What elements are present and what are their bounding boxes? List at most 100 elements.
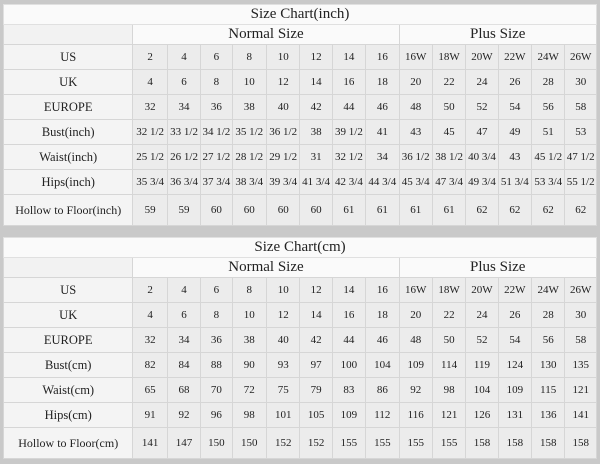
table-row: UK 4 6 8 10 12 14 16 18 20 22 24 26 28 30	[2, 69, 597, 95]
table-cell: 58	[564, 94, 597, 120]
table-cell: 116	[398, 402, 433, 428]
table-cell: 158	[531, 427, 566, 459]
blank-cell	[2, 24, 134, 45]
table-cell: 109	[497, 377, 533, 403]
table-cell: 49	[497, 119, 533, 145]
table-cell: 28	[531, 302, 566, 328]
table-cell: 22W	[497, 44, 533, 70]
table-cell: 36 1/2	[398, 144, 433, 170]
row-label: Hips(inch)	[2, 169, 134, 195]
table-cell: 61	[398, 194, 433, 226]
table-cell: 8	[200, 302, 233, 328]
table-cell: 130	[531, 352, 566, 378]
table-cell: 86	[365, 377, 400, 403]
table-cell: 88	[200, 352, 233, 378]
section-row: Normal Size Plus Size	[2, 257, 598, 278]
table-cell: 14	[331, 44, 367, 70]
table-cell: 16W	[398, 44, 433, 70]
table-cell: 112	[365, 402, 400, 428]
row-label: Bust(cm)	[2, 352, 134, 378]
table-cell: 12	[299, 44, 333, 70]
table-cell: 82	[132, 352, 168, 378]
table-cell: 98	[231, 402, 268, 428]
table-cell: 147	[166, 427, 202, 459]
table-cell: 16W	[398, 277, 433, 303]
table-cell: 4	[166, 277, 202, 303]
table-cell: 93	[265, 352, 301, 378]
table-cell: 62	[465, 194, 499, 226]
table-cell: 155	[431, 427, 467, 459]
table-cell: 109	[398, 352, 433, 378]
table-cell: 27 1/2	[200, 144, 233, 170]
table-cell: 47	[465, 119, 499, 145]
table-cell: 32	[132, 94, 168, 120]
table-cell: 150	[200, 427, 233, 459]
table-row: EUROPE 32 34 36 38 40 42 44 46 48 50 52 54 56 58	[2, 327, 597, 353]
table-cell: 150	[231, 427, 268, 459]
table-cell: 36	[200, 94, 233, 120]
table-cell: 34 1/2	[200, 119, 233, 145]
table-cell: 16	[331, 302, 367, 328]
table-cell: 59	[166, 194, 202, 226]
table-cell: 28	[531, 69, 566, 95]
size-chart-inch: Size Chart(inch) Normal Size Plus Size US 2 4…	[2, 4, 598, 226]
table-cell: 4	[132, 302, 168, 328]
table-cell: 46	[365, 327, 400, 353]
table-cell: 158	[497, 427, 533, 459]
table-cell: 36 1/2	[265, 119, 301, 145]
table-row: EUROPE 32 34 36 38 40 42 44 46 48 50 52 54 56 58	[2, 94, 597, 120]
size-table: Size Chart(inch) Normal Size Plus Size US 2 4…	[2, 4, 598, 226]
row-label: Hips(cm)	[2, 402, 134, 428]
table-cell: 61	[431, 194, 467, 226]
table-cell: 131	[497, 402, 533, 428]
table-row: Waist(inch) 25 1/2 26 1/2 27 1/2 28 1/2 29 1/…	[2, 144, 597, 170]
table-cell: 72	[231, 377, 268, 403]
table-row: Bust(cm) 82 84 88 90 93 97 100 104 109 114 119 124 13…	[2, 352, 597, 378]
table-cell: 8	[231, 44, 268, 70]
row-label: Hollow to Floor(inch)	[2, 194, 134, 226]
table-cell: 36	[200, 327, 233, 353]
table-cell: 58	[564, 327, 597, 353]
table-cell: 42	[299, 327, 333, 353]
table-cell: 26 1/2	[166, 144, 202, 170]
table-cell: 141	[132, 427, 168, 459]
chart-title: Size Chart(cm)	[3, 237, 597, 258]
table-cell: 26W	[564, 44, 597, 70]
table-cell: 135	[564, 352, 597, 378]
row-label: Bust(inch)	[2, 119, 134, 145]
table-cell: 126	[465, 402, 499, 428]
table-cell: 101	[265, 402, 301, 428]
row-label: EUROPE	[2, 94, 134, 120]
table-cell: 39 3/4	[265, 169, 301, 195]
table-cell: 44	[331, 327, 367, 353]
table-cell: 53 3/4	[531, 169, 566, 195]
table-cell: 49 3/4	[465, 169, 499, 195]
table-cell: 124	[497, 352, 533, 378]
size-table: Size Chart(cm) Normal Size Plus Size US 2 4 6 8…	[2, 237, 598, 459]
table-cell: 31	[299, 144, 333, 170]
table-cell: 42 3/4	[331, 169, 367, 195]
table-cell: 30	[564, 69, 597, 95]
plus-size-header: Plus Size	[398, 257, 598, 278]
table-cell: 24	[465, 302, 499, 328]
table-cell: 30	[564, 302, 597, 328]
table-cell: 20W	[465, 44, 499, 70]
normal-size-header: Normal Size	[132, 257, 400, 278]
table-cell: 100	[331, 352, 367, 378]
title-row: Size Chart(inch)	[3, 4, 597, 25]
table-cell: 6	[166, 69, 202, 95]
title-row: Size Chart(cm)	[3, 237, 597, 258]
table-cell: 10	[265, 44, 301, 70]
table-cell: 8	[200, 69, 233, 95]
table-cell: 41 3/4	[299, 169, 333, 195]
table-cell: 43	[497, 144, 533, 170]
table-cell: 33 1/2	[166, 119, 202, 145]
row-label: UK	[2, 69, 134, 95]
table-cell: 158	[465, 427, 499, 459]
table-cell: 83	[331, 377, 367, 403]
size-chart-cm: Size Chart(cm) Normal Size Plus Size US 2 4 6 8…	[2, 237, 598, 459]
table-cell: 141	[564, 402, 597, 428]
table-cell: 60	[231, 194, 268, 226]
table-cell: 34	[166, 327, 202, 353]
table-cell: 38 3/4	[231, 169, 268, 195]
